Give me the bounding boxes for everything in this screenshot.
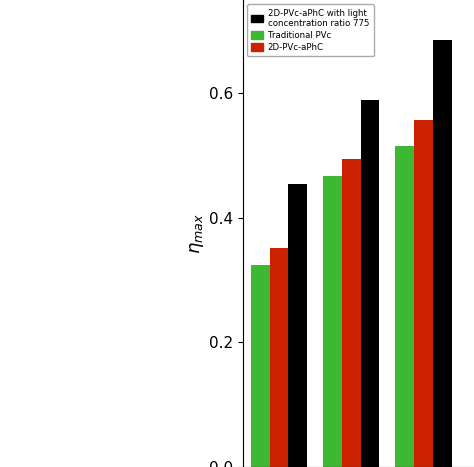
Bar [414,120,433,467]
Y-axis label: $\eta_{max}$: $\eta_{max}$ [188,213,206,254]
Bar [270,248,288,467]
Bar [251,265,270,467]
Bar [395,146,414,467]
Bar [361,99,379,467]
Bar [288,184,307,467]
Bar [323,176,342,467]
Bar [342,159,361,467]
Legend: 2D-PVc-aPhC with light
concentration ratio 775, Traditional PVc, 2D-PVc-aPhC: 2D-PVc-aPhC with light concentration rat… [247,4,374,57]
Bar [433,41,452,467]
